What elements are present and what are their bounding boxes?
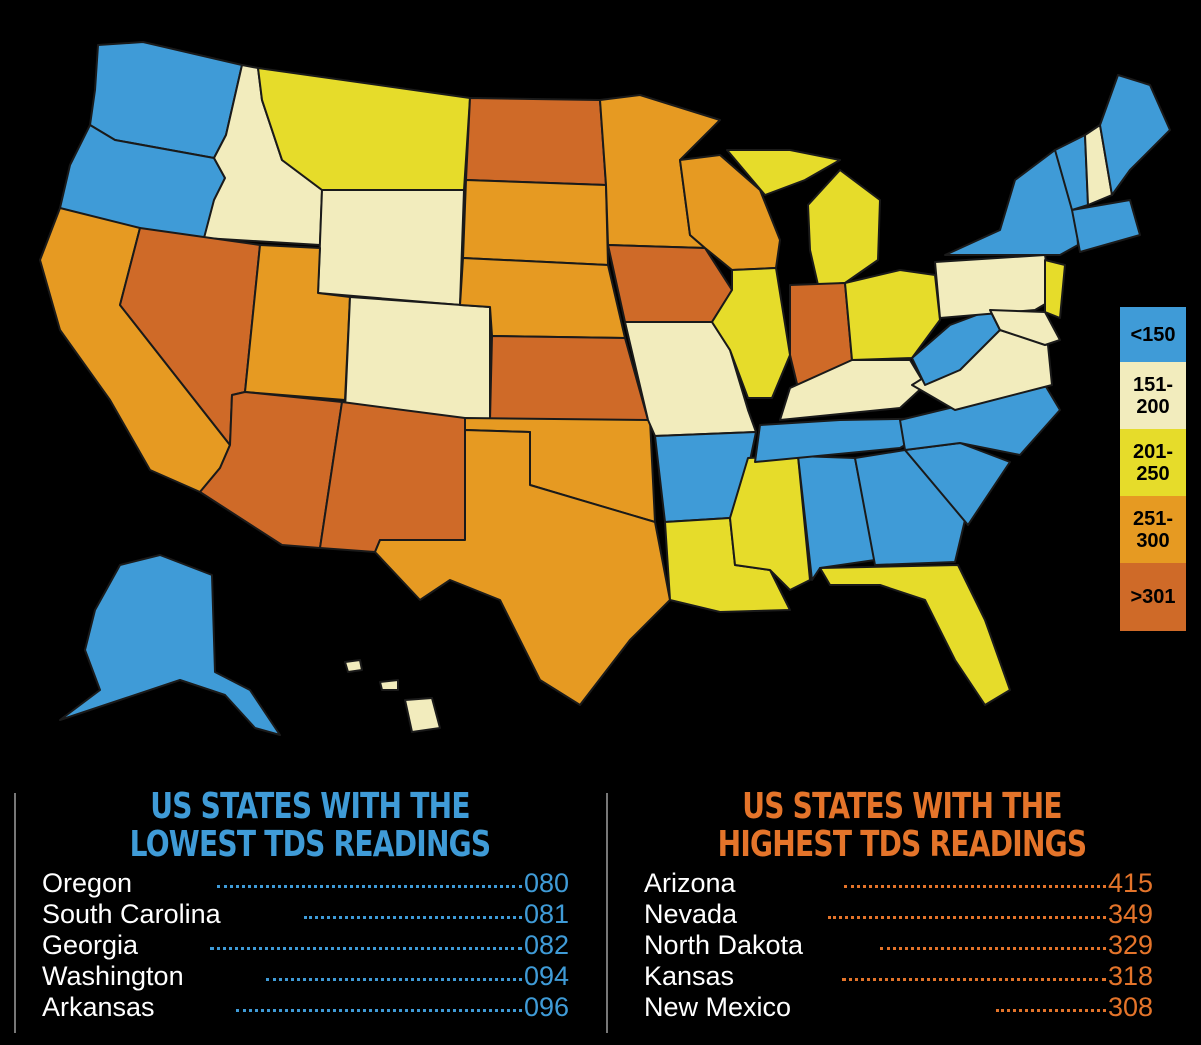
list-item: Washington 094 [42, 961, 582, 991]
legend-item-251-300: 251- 300 [1120, 496, 1186, 563]
state-wyoming [317, 189, 465, 306]
tds-value: 308 [1108, 992, 1154, 1022]
state-name: North Dakota [644, 930, 804, 960]
state-name: Oregon [42, 868, 133, 898]
state-georgia [854, 449, 966, 566]
state-michigan-up [726, 149, 841, 196]
state-name: Arizona [644, 868, 736, 898]
leader-dots [304, 916, 522, 919]
state-name: Kansas [644, 961, 735, 991]
leader-dots [844, 885, 1106, 888]
state-maryland-delaware [989, 309, 1061, 346]
state-texas [374, 429, 671, 706]
state-name: Nevada [644, 899, 738, 929]
list-item: Kansas 318 [644, 961, 1164, 991]
leader-dots [210, 947, 522, 950]
tds-value: 318 [1108, 961, 1154, 991]
state-new-mexico [319, 401, 466, 553]
state-massachusetts-ct-ri [1071, 199, 1141, 253]
leader-dots [217, 885, 522, 888]
state-iowa [607, 244, 733, 323]
highest-panel: US STATES WITH THE HIGHEST TDS READINGS … [622, 788, 1182, 1023]
state-new-jersey [1044, 259, 1066, 319]
list-item: South Carolina 081 [42, 899, 582, 929]
legend-item-201-250: 201- 250 [1120, 429, 1186, 496]
state-pennsylvania [934, 254, 1053, 319]
list-item: Arizona 415 [644, 868, 1164, 898]
list-item: Oregon 080 [42, 868, 582, 898]
tds-value: 415 [1108, 868, 1154, 898]
highest-title-line2: HIGHEST TDS READINGS [717, 824, 1088, 865]
state-north-dakota [465, 97, 607, 186]
leader-dots [828, 916, 1106, 919]
legend: <150 151- 200 201- 250 251- 300 >301 [1120, 307, 1186, 631]
legend-item-under-150: <150 [1120, 307, 1186, 362]
state-florida [819, 564, 1011, 706]
leader-dots [236, 1009, 522, 1012]
state-south-dakota [462, 179, 609, 266]
list-item: Arkansas 096 [42, 992, 582, 1022]
highest-title-line1: US STATES WITH THE [742, 786, 1062, 827]
leader-dots [842, 978, 1106, 981]
state-new-york [944, 149, 1079, 256]
state-colorado [344, 296, 491, 421]
tds-value: 096 [524, 992, 570, 1022]
state-name: South Carolina [42, 899, 221, 929]
list-item: Nevada 349 [644, 899, 1164, 929]
list-item: Georgia 082 [42, 930, 582, 960]
us-tds-map [39, 41, 1171, 736]
highest-title: US STATES WITH THE HIGHEST TDS READINGS [684, 788, 1121, 864]
center-divider [606, 793, 608, 1033]
list-item: New Mexico 308 [644, 992, 1164, 1022]
state-hawaii-1 [344, 659, 363, 673]
state-name: Georgia [42, 930, 139, 960]
tds-value: 094 [524, 961, 570, 991]
lowest-panel: US STATES WITH THE LOWEST TDS READINGS O… [20, 788, 600, 1023]
state-maine [1099, 74, 1171, 196]
tds-value: 080 [524, 868, 570, 898]
state-name: Washington [42, 961, 184, 991]
state-michigan [807, 169, 881, 286]
state-kansas [489, 335, 649, 421]
state-illinois [711, 267, 791, 399]
legend-item-over-301: >301 [1120, 563, 1186, 631]
state-name: Arkansas [42, 992, 155, 1022]
state-hawaii-3 [404, 697, 441, 733]
state-alabama [797, 455, 876, 581]
leader-dots [996, 1009, 1106, 1012]
leader-dots [266, 978, 522, 981]
state-alaska [59, 554, 281, 736]
tds-value: 349 [1108, 899, 1154, 929]
leader-dots [880, 947, 1106, 950]
legend-item-151-200: 151- 200 [1120, 362, 1186, 429]
lowest-title-line1: US STATES WITH THE [150, 786, 470, 827]
state-name: New Mexico [644, 992, 792, 1022]
lowest-title: US STATES WITH THE LOWEST TDS READINGS [84, 788, 536, 864]
tds-value: 081 [524, 899, 570, 929]
tds-value: 329 [1108, 930, 1154, 960]
state-hawaii-2 [379, 679, 399, 691]
lowest-title-line2: LOWEST TDS READINGS [129, 824, 492, 865]
list-item: North Dakota 329 [644, 930, 1164, 960]
tds-value: 082 [524, 930, 570, 960]
left-divider [14, 793, 16, 1033]
